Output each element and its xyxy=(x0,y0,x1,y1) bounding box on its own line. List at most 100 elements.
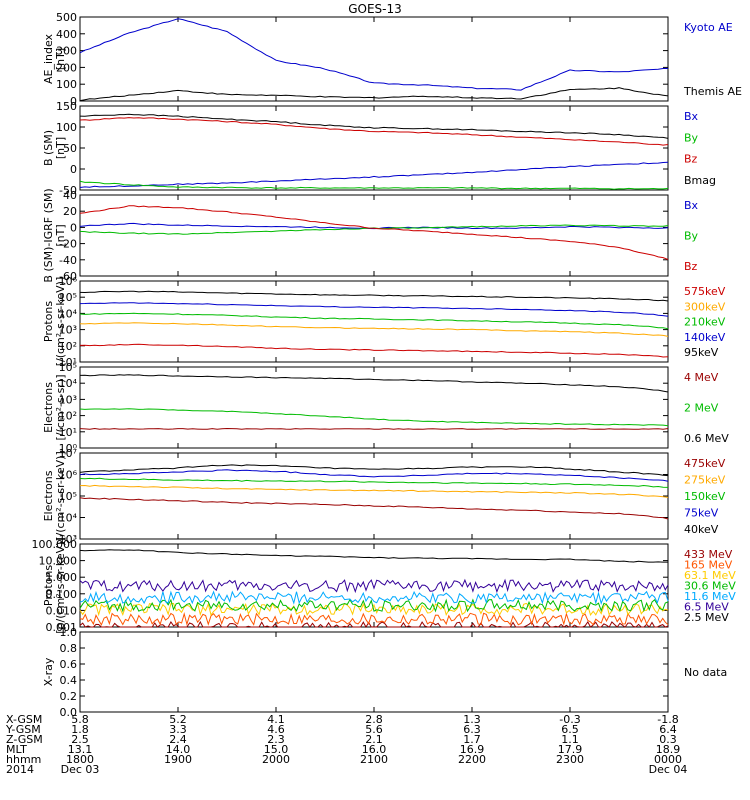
y-tick-label: 10¹ xyxy=(59,356,77,369)
y-tick-label: 300 xyxy=(56,45,77,58)
ephemeris-value: 2200 xyxy=(458,753,486,766)
ephemeris-label: hhmm xyxy=(6,753,41,766)
y-tick-label: 10³ xyxy=(59,393,77,406)
ephemeris-label: Z-GSM xyxy=(6,733,43,746)
y-tick-label: -20 xyxy=(59,238,77,251)
ephemeris-value: 1800 xyxy=(66,753,94,766)
legend-entry: Bmag xyxy=(684,174,716,187)
series-line-95kev xyxy=(79,290,669,302)
y-tick-label: 10⁴ xyxy=(59,512,78,525)
series-line-150kev xyxy=(79,477,669,488)
series-line-2-5-mev xyxy=(79,549,668,563)
y-tick-label: 0.6 xyxy=(60,658,78,671)
ephemeris-value: 0.3 xyxy=(659,733,677,746)
legend-entry: Kyoto AE xyxy=(684,21,733,34)
series-line-300kev xyxy=(79,322,669,337)
y-tick-label: 10⁶ xyxy=(59,275,78,288)
y-tick-label: 100 xyxy=(56,121,77,134)
y-axis-label: Electrons xyxy=(42,382,55,433)
series-line-kyoto-ae xyxy=(79,18,668,91)
series-line-bz xyxy=(79,117,669,146)
legend-entry: 0.6 MeV xyxy=(684,432,729,445)
y-axis-label: [nT] xyxy=(54,48,67,70)
panel-protons2: 100.000 10.000 1.000 0.100 0.010 0.001 Protons… xyxy=(32,537,737,634)
legend-entry: 2.5 MeV xyxy=(684,611,729,624)
y-tick-label: 0.100 xyxy=(46,588,78,601)
ephemeris-value: 2.8 xyxy=(365,713,383,726)
panel-frame xyxy=(79,631,669,713)
legend-entry: Bx xyxy=(684,199,699,212)
y-tick-label: 10² xyxy=(59,340,77,353)
series-line-30-6-mev xyxy=(79,598,669,613)
y-tick-label: 10² xyxy=(59,410,77,423)
series-line-63-1-mev xyxy=(79,601,669,617)
panel-xray: 1.0 0.8 0.6 0.4 0.2 0.0 X-ray No data xyxy=(42,626,727,719)
legend-entry: By xyxy=(684,230,699,243)
y-tick-label: -50 xyxy=(59,184,77,197)
legend-entry: Bx xyxy=(684,110,699,123)
series-line-0-6-mev xyxy=(79,374,669,393)
ephemeris-value: 5.2 xyxy=(169,713,187,726)
legend-entry: 75keV xyxy=(684,507,719,520)
ephemeris-value: 1.3 xyxy=(463,713,481,726)
y-axis-label: [/(cm²-s-sr-keV)] xyxy=(54,451,67,541)
series-line-bx xyxy=(79,161,669,188)
ephemeris-value: 1.8 xyxy=(71,723,89,736)
y-tick-label: 0 xyxy=(70,95,77,108)
y-axis-label: [p/(cm²-s-sr-keV)] xyxy=(54,537,67,634)
series-line-40kev xyxy=(79,464,669,477)
ephemeris-label: 2014 xyxy=(6,763,34,776)
legend-entry: Bz xyxy=(684,260,698,273)
ephemeris-value: 2100 xyxy=(360,753,388,766)
ephemeris-value: 1.7 xyxy=(463,733,481,746)
legend-entry: 95keV xyxy=(684,346,719,359)
ephemeris-label: MLT xyxy=(6,743,27,756)
y-tick-label: 20 xyxy=(63,205,77,218)
legend-entry: 63.1 MeV xyxy=(684,569,736,582)
legend-entry: 11.6 MeV xyxy=(684,590,736,603)
legend-entry: 575keV xyxy=(684,285,726,298)
y-tick-label: 10³ xyxy=(59,533,77,546)
series-line-210kev xyxy=(79,312,669,330)
y-tick-label: 10³ xyxy=(59,324,77,337)
y-tick-label: 10⁶ xyxy=(59,469,78,482)
ephemeris-value: 13.1 xyxy=(68,743,93,756)
y-tick-label: 0.2 xyxy=(60,690,78,703)
series-line-themis-ae xyxy=(79,87,669,102)
legend-entry: Themis AE xyxy=(683,85,742,98)
ephemeris-label: X-GSM xyxy=(6,713,42,726)
panel-b: 150 100 50 0 -50 B (SM) [nT] Bx By Bz Bmag xyxy=(42,100,716,197)
series-line-by xyxy=(79,180,669,190)
ephemeris-value: 2300 xyxy=(556,753,584,766)
y-axis-label: [nT] xyxy=(54,137,67,159)
series-line-140kev xyxy=(79,302,669,317)
y-tick-label: 10⁵ xyxy=(59,361,77,374)
y-tick-label: 10⁴ xyxy=(59,377,78,390)
ephemeris-value: Dec 03 xyxy=(61,763,100,776)
y-tick-label: 0.4 xyxy=(60,674,78,687)
series-line-75kev xyxy=(79,469,669,482)
series-line-165-mev xyxy=(79,612,669,627)
ephemeris-table: X-GSMY-GSMZ-GSMMLThhmm20145.81.82.513.11… xyxy=(5,713,687,776)
legend-entry: 165 MeV xyxy=(684,559,733,572)
ephemeris-value: 6.5 xyxy=(561,723,579,736)
ephemeris-label: Y-GSM xyxy=(5,723,41,736)
legend-entry: 2 MeV xyxy=(684,402,719,415)
legend-entry: 150keV xyxy=(684,490,726,503)
y-tick-label: 10¹ xyxy=(59,426,77,439)
ephemeris-value: 6.3 xyxy=(463,723,481,736)
y-tick-label: 1.0 xyxy=(60,626,78,639)
y-axis-label: Electrons xyxy=(42,470,55,521)
legend-entry: Bz xyxy=(684,153,698,166)
series-line-11-6-mev xyxy=(79,590,669,605)
y-axis-label: B (SM)-IGRF (SM) xyxy=(42,188,55,282)
y-axis-label: Protons xyxy=(42,301,55,342)
y-axis-label: [/(cm²-s-sr)] xyxy=(54,375,67,441)
y-tick-label: -60 xyxy=(59,270,77,283)
y-tick-label: 500 xyxy=(56,11,77,24)
legend-entry: 210keV xyxy=(684,316,726,329)
y-tick-label: 10⁵ xyxy=(59,291,77,304)
series-line-475kev xyxy=(79,497,669,520)
y-tick-label: 200 xyxy=(56,61,77,74)
ephemeris-value: 4.6 xyxy=(267,723,285,736)
